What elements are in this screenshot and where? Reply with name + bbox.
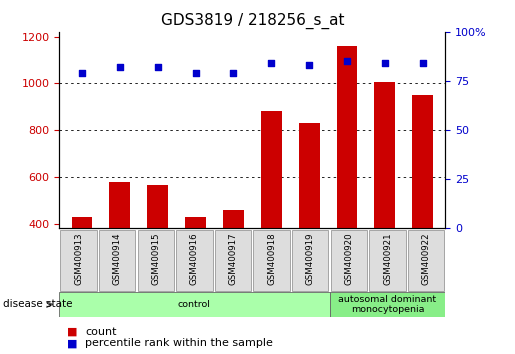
Bar bbox=[185, 217, 206, 317]
FancyBboxPatch shape bbox=[59, 292, 330, 317]
Text: GSM400916: GSM400916 bbox=[190, 232, 199, 285]
Text: GSM400921: GSM400921 bbox=[383, 232, 392, 285]
Bar bbox=[109, 182, 130, 317]
Text: GSM400913: GSM400913 bbox=[74, 232, 83, 285]
Point bbox=[381, 61, 389, 66]
Point bbox=[419, 61, 427, 66]
Text: GDS3819 / 218256_s_at: GDS3819 / 218256_s_at bbox=[161, 12, 344, 29]
Bar bbox=[337, 46, 357, 317]
Text: GSM400920: GSM400920 bbox=[345, 232, 353, 285]
FancyBboxPatch shape bbox=[331, 230, 367, 291]
Point bbox=[153, 64, 162, 70]
Text: autosomal dominant
monocytopenia: autosomal dominant monocytopenia bbox=[338, 295, 437, 314]
Text: ■: ■ bbox=[67, 338, 77, 348]
Point bbox=[343, 58, 351, 64]
Point bbox=[267, 61, 276, 66]
Text: control: control bbox=[178, 300, 211, 309]
Bar bbox=[374, 82, 396, 317]
FancyBboxPatch shape bbox=[60, 230, 97, 291]
FancyBboxPatch shape bbox=[176, 230, 213, 291]
Text: GSM400915: GSM400915 bbox=[151, 232, 160, 285]
Bar bbox=[72, 217, 92, 317]
Point bbox=[305, 62, 313, 68]
FancyBboxPatch shape bbox=[253, 230, 290, 291]
FancyBboxPatch shape bbox=[138, 230, 174, 291]
Text: ■: ■ bbox=[67, 327, 77, 337]
Text: GSM400914: GSM400914 bbox=[113, 232, 122, 285]
Text: count: count bbox=[85, 327, 116, 337]
Bar bbox=[147, 185, 168, 317]
FancyBboxPatch shape bbox=[292, 230, 329, 291]
Text: GSM400922: GSM400922 bbox=[422, 232, 431, 285]
Bar bbox=[223, 210, 244, 317]
Bar bbox=[299, 123, 320, 317]
FancyBboxPatch shape bbox=[408, 230, 444, 291]
Text: percentile rank within the sample: percentile rank within the sample bbox=[85, 338, 273, 348]
FancyBboxPatch shape bbox=[369, 230, 406, 291]
Text: GSM400919: GSM400919 bbox=[306, 232, 315, 285]
Text: disease state: disease state bbox=[3, 299, 72, 309]
FancyBboxPatch shape bbox=[215, 230, 251, 291]
FancyBboxPatch shape bbox=[330, 292, 445, 317]
Point bbox=[229, 70, 237, 76]
Point bbox=[116, 64, 124, 70]
Text: GSM400918: GSM400918 bbox=[267, 232, 276, 285]
FancyBboxPatch shape bbox=[99, 230, 135, 291]
Point bbox=[192, 70, 200, 76]
Text: GSM400917: GSM400917 bbox=[229, 232, 237, 285]
Bar bbox=[413, 95, 433, 317]
Point bbox=[78, 70, 86, 76]
Bar bbox=[261, 112, 282, 317]
